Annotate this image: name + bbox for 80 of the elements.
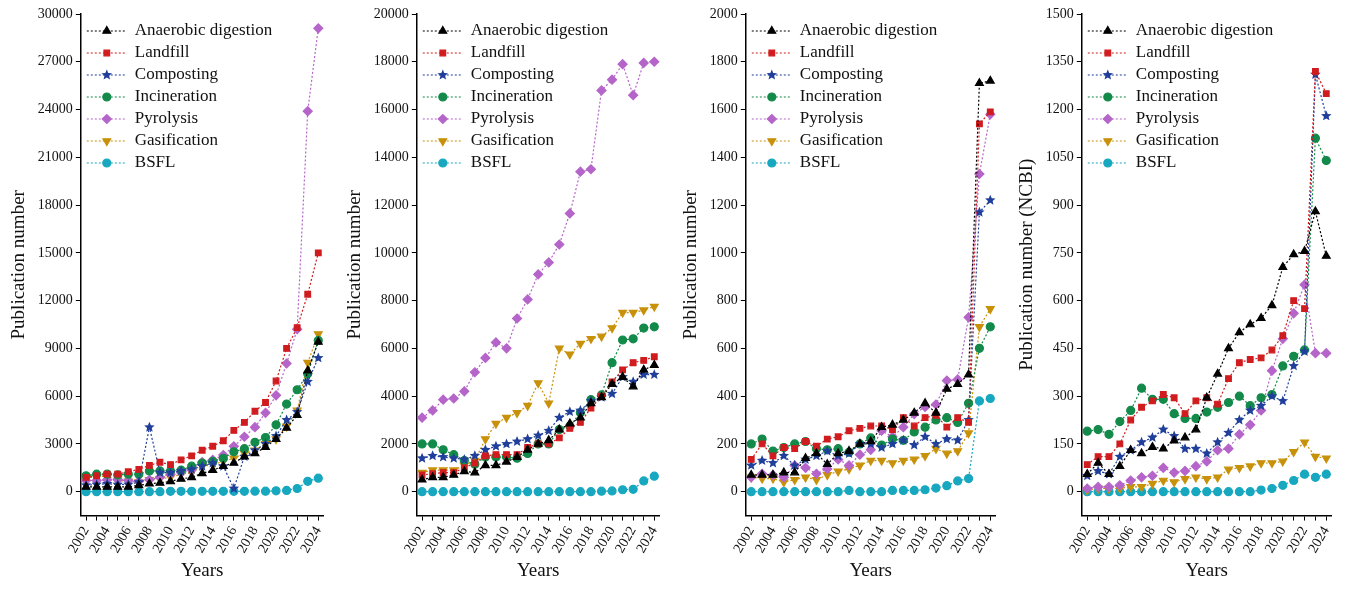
legend-label: Incineration xyxy=(1135,86,1219,106)
y-tick-label: 1050 xyxy=(1045,148,1074,164)
y-tick-label: 600 xyxy=(716,340,738,356)
legend-label: Gasification xyxy=(799,130,884,150)
y-tick-label: 3000 xyxy=(44,435,73,451)
y-tick-label: 1200 xyxy=(1045,101,1074,117)
y-tick-label: 1200 xyxy=(709,196,738,212)
y-tick-label: 600 xyxy=(1052,292,1074,308)
x-axis-title: Years xyxy=(180,558,224,580)
legend-label: Incineration xyxy=(470,86,554,106)
y-tick-label: 1500 xyxy=(1045,5,1074,21)
y-tick-label: 900 xyxy=(1052,196,1074,212)
y-tick-label: 450 xyxy=(1052,340,1074,356)
legend-label: Anaerobic digestion xyxy=(799,20,938,40)
legend-label: Composting xyxy=(470,64,555,84)
y-tick-label: 6000 xyxy=(44,387,73,403)
legend-label: Incineration xyxy=(134,86,218,106)
y-tick-label: 14000 xyxy=(373,148,409,164)
legend-label: BSFL xyxy=(134,152,176,172)
legend-label: Landfill xyxy=(470,42,526,62)
legend-label: BSFL xyxy=(470,152,512,172)
y-tick-label: 16000 xyxy=(373,101,409,117)
y-tick-label: 300 xyxy=(1052,387,1074,403)
y-tick-label: 27000 xyxy=(37,53,73,69)
y-tick-label: 0 xyxy=(1066,483,1074,499)
legend-label: Pyrolysis xyxy=(134,108,199,128)
x-axis-title: Years xyxy=(516,558,560,580)
legend-label: Composting xyxy=(1135,64,1220,84)
y-tick-label: 20000 xyxy=(373,5,409,21)
legend-label: Incineration xyxy=(799,86,883,106)
y-tick-label: 4000 xyxy=(380,387,409,403)
y-tick-label: 15000 xyxy=(37,244,73,260)
legend-label: Gasification xyxy=(470,130,555,150)
y-axis-title: Publication number xyxy=(343,189,365,340)
y-tick-label: 21000 xyxy=(37,148,73,164)
y-tick-label: 750 xyxy=(1052,244,1074,260)
y-tick-label: 10000 xyxy=(373,244,409,260)
legend-label: Composting xyxy=(134,64,219,84)
y-tick-label: 30000 xyxy=(37,5,73,21)
y-tick-label: 2000 xyxy=(380,435,409,451)
y-tick-label: 150 xyxy=(1052,435,1074,451)
y-tick-label: 0 xyxy=(401,483,409,499)
y-tick-label: 8000 xyxy=(380,292,409,308)
y-tick-label: 1400 xyxy=(709,148,738,164)
legend-label: Pyrolysis xyxy=(1135,108,1200,128)
legend-label: Composting xyxy=(799,64,884,84)
y-tick-label: 1350 xyxy=(1045,53,1074,69)
y-tick-label: 12000 xyxy=(37,292,73,308)
y-axis-title: Publication number (NCBI) xyxy=(1015,158,1038,371)
y-tick-label: 18000 xyxy=(37,196,73,212)
y-tick-label: 6000 xyxy=(380,340,409,356)
legend-label: BSFL xyxy=(799,152,841,172)
x-axis-title: Years xyxy=(849,558,892,580)
y-axis-title: Publication number xyxy=(679,189,701,340)
y-tick-label: 12000 xyxy=(373,196,409,212)
x-axis-title: Years xyxy=(1185,558,1228,580)
y-tick-label: 0 xyxy=(65,483,73,499)
y-tick-label: 24000 xyxy=(37,101,73,117)
legend-label: Landfill xyxy=(799,42,855,62)
legend-label: Anaerobic digestion xyxy=(470,20,609,40)
legend-label: Gasification xyxy=(1135,130,1220,150)
y-tick-label: 800 xyxy=(716,292,738,308)
legend-label: Pyrolysis xyxy=(470,108,535,128)
y-tick-label: 1000 xyxy=(709,244,738,260)
legend-label: Anaerobic digestion xyxy=(134,20,273,40)
legend-label: Anaerobic digestion xyxy=(1135,20,1274,40)
legend-label: Gasification xyxy=(134,130,219,150)
y-tick-label: 1600 xyxy=(709,101,738,117)
y-tick-label: 18000 xyxy=(373,53,409,69)
legend-label: BSFL xyxy=(1135,152,1177,172)
legend-label: Landfill xyxy=(1135,42,1191,62)
y-tick-label: 400 xyxy=(716,387,738,403)
y-axis-title: Publication number xyxy=(7,189,29,340)
y-tick-label: 9000 xyxy=(44,340,73,356)
y-tick-label: 1800 xyxy=(709,53,738,69)
y-tick-label: 200 xyxy=(716,435,738,451)
legend-label: Pyrolysis xyxy=(799,108,864,128)
legend-label: Landfill xyxy=(134,42,190,62)
y-tick-label: 0 xyxy=(730,483,738,499)
y-tick-label: 2000 xyxy=(709,5,738,21)
